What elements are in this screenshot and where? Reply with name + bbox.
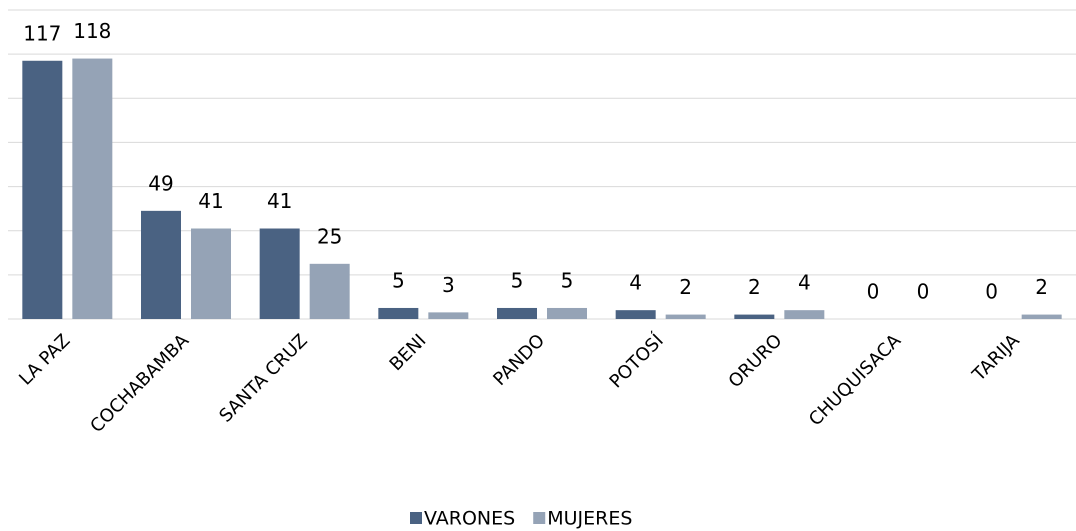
data-label: 118: [73, 19, 111, 43]
bar: [497, 307, 537, 319]
bar: [141, 210, 181, 319]
data-label: 4: [629, 271, 642, 295]
data-label: 2: [1035, 275, 1048, 299]
bar: [665, 314, 706, 319]
bar: [191, 228, 231, 319]
data-label: 3: [442, 273, 455, 297]
bar: [734, 314, 775, 319]
data-label: 0: [917, 280, 930, 304]
data-label: 0: [867, 280, 880, 304]
bar: [309, 263, 350, 319]
x-tick-label: TARIJA: [968, 330, 1024, 386]
x-tick-label: COCHABAMBA: [86, 330, 193, 437]
bar: [378, 307, 419, 319]
data-label: 41: [267, 189, 292, 213]
bar: [784, 310, 825, 319]
legend-label: MUJERES: [547, 508, 632, 530]
x-tick-label: LA PAZ: [15, 330, 74, 389]
x-tick-label: SANTA CRUZ: [215, 330, 311, 426]
data-label: 0: [985, 280, 998, 304]
data-label: 41: [198, 189, 223, 213]
x-tick-label: BENI: [386, 330, 431, 375]
data-label: 5: [392, 268, 405, 292]
x-tick-label: CHUQUISACA: [805, 330, 906, 431]
bar: [259, 228, 300, 319]
x-tick-label: POTOSÍ: [605, 330, 668, 393]
data-label: 25: [317, 224, 342, 248]
legend-label: VARONES: [424, 508, 515, 530]
data-label: 4: [798, 271, 811, 295]
data-label: 2: [748, 275, 761, 299]
bar: [72, 58, 113, 320]
bar: [547, 307, 587, 319]
bar: [1021, 314, 1062, 319]
legend-swatch: [533, 512, 546, 524]
bar: [22, 60, 63, 320]
x-tick-label: PANDO: [489, 330, 549, 390]
bar: [615, 310, 656, 319]
data-label: 2: [679, 275, 692, 299]
data-label: 5: [511, 268, 524, 292]
x-tick-label: ORURO: [725, 330, 787, 392]
legend-swatch: [410, 512, 422, 524]
bar: [428, 312, 469, 319]
data-label: 5: [561, 268, 574, 292]
data-label: 49: [148, 171, 173, 195]
data-label: 117: [23, 21, 61, 45]
